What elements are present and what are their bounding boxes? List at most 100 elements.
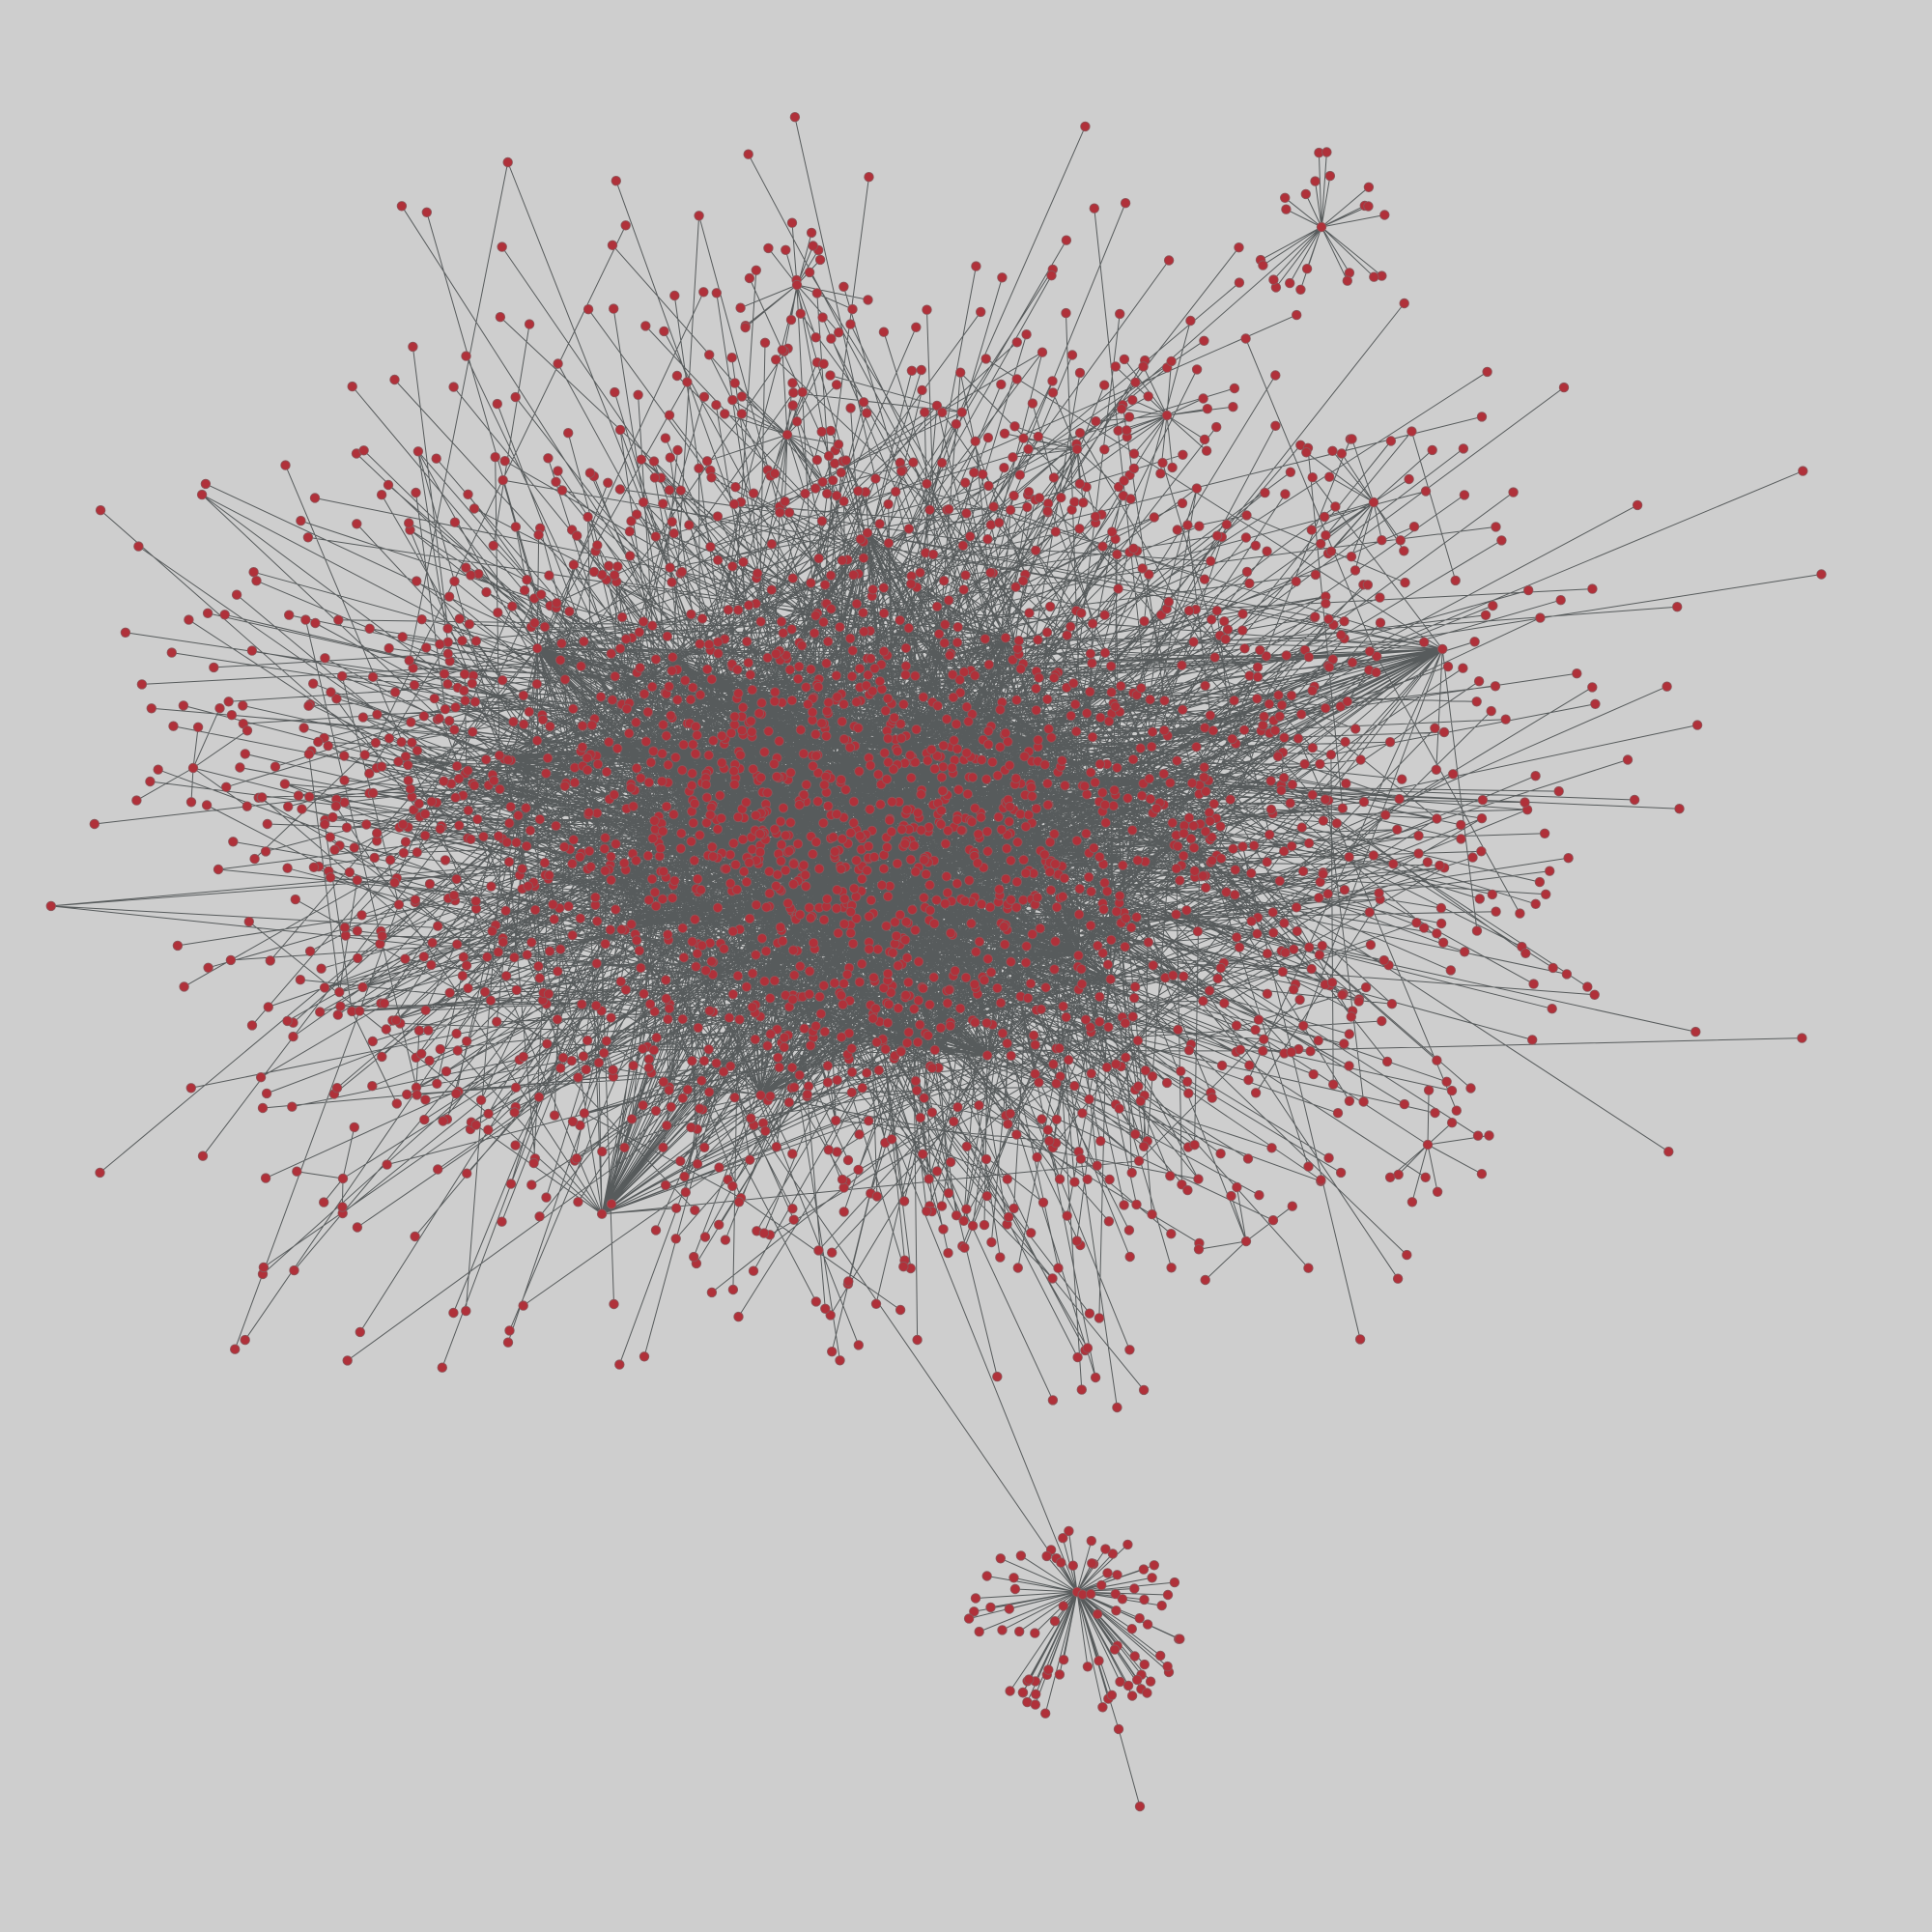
node — [1285, 467, 1296, 478]
node — [1107, 1548, 1119, 1559]
node — [994, 884, 1005, 895]
node — [1124, 1251, 1135, 1263]
node — [553, 466, 563, 476]
node — [1056, 492, 1066, 503]
node — [592, 916, 603, 926]
node — [551, 820, 561, 832]
node — [1082, 1662, 1094, 1672]
node — [1166, 1263, 1177, 1273]
node — [1446, 1085, 1458, 1096]
node — [361, 819, 372, 830]
node — [917, 384, 927, 396]
node — [1042, 506, 1053, 517]
node — [200, 478, 212, 490]
node — [636, 454, 647, 465]
node — [1189, 866, 1200, 876]
node — [1077, 1108, 1088, 1119]
node — [1090, 1372, 1101, 1383]
node — [1125, 494, 1136, 504]
node — [789, 970, 800, 980]
node — [1508, 487, 1519, 497]
node — [310, 617, 321, 629]
node — [1116, 404, 1127, 414]
node — [687, 936, 697, 948]
node — [888, 948, 898, 958]
node — [489, 775, 499, 786]
node — [698, 391, 710, 403]
node — [492, 398, 503, 410]
node — [851, 696, 862, 707]
node — [1587, 682, 1598, 693]
node — [870, 1298, 882, 1310]
node — [606, 648, 616, 659]
node — [819, 580, 831, 590]
node — [368, 787, 379, 799]
node — [837, 554, 848, 566]
node — [903, 623, 914, 634]
node — [579, 1108, 590, 1119]
node — [895, 733, 907, 744]
node — [832, 692, 842, 702]
node — [787, 378, 798, 388]
node — [891, 486, 901, 497]
node — [649, 815, 660, 826]
node — [1099, 444, 1110, 455]
node — [760, 1125, 771, 1137]
node — [995, 1252, 1006, 1263]
node — [818, 616, 829, 628]
node — [242, 801, 253, 811]
node — [785, 314, 797, 326]
node — [1274, 875, 1286, 887]
node — [1069, 1177, 1080, 1187]
node — [95, 505, 106, 516]
node — [1003, 1119, 1013, 1129]
node — [1135, 1095, 1146, 1107]
node — [568, 703, 579, 715]
node — [848, 796, 860, 808]
node — [624, 728, 635, 739]
node — [569, 762, 581, 773]
node — [1408, 522, 1420, 532]
node — [718, 1066, 729, 1077]
node — [448, 382, 459, 392]
node — [283, 801, 294, 812]
node — [666, 1101, 677, 1113]
node — [844, 742, 856, 753]
node — [667, 893, 678, 903]
node — [644, 999, 656, 1009]
node — [185, 797, 197, 808]
node — [729, 711, 740, 723]
node — [384, 733, 395, 744]
node — [971, 261, 981, 271]
node — [1094, 1016, 1105, 1027]
node — [1321, 529, 1331, 541]
node — [1060, 781, 1070, 791]
node — [1287, 1201, 1298, 1211]
node — [783, 1096, 795, 1108]
node — [302, 532, 314, 543]
node — [404, 518, 414, 528]
node — [663, 1013, 673, 1025]
node — [1000, 727, 1011, 739]
node — [1296, 822, 1307, 833]
node — [883, 733, 894, 744]
node — [1339, 616, 1350, 627]
node — [1108, 801, 1119, 811]
node — [940, 838, 952, 849]
node — [1009, 1583, 1021, 1595]
node — [912, 1037, 923, 1048]
node — [566, 1055, 578, 1066]
node — [729, 779, 740, 790]
node — [1222, 624, 1234, 635]
node — [687, 781, 697, 791]
node — [688, 739, 698, 750]
node — [747, 726, 757, 737]
node — [896, 466, 907, 477]
node — [769, 469, 781, 479]
node — [658, 867, 669, 877]
node — [1097, 1702, 1108, 1713]
node — [452, 939, 463, 950]
node — [1133, 1155, 1145, 1167]
node — [1002, 1174, 1013, 1184]
node — [658, 1142, 668, 1153]
